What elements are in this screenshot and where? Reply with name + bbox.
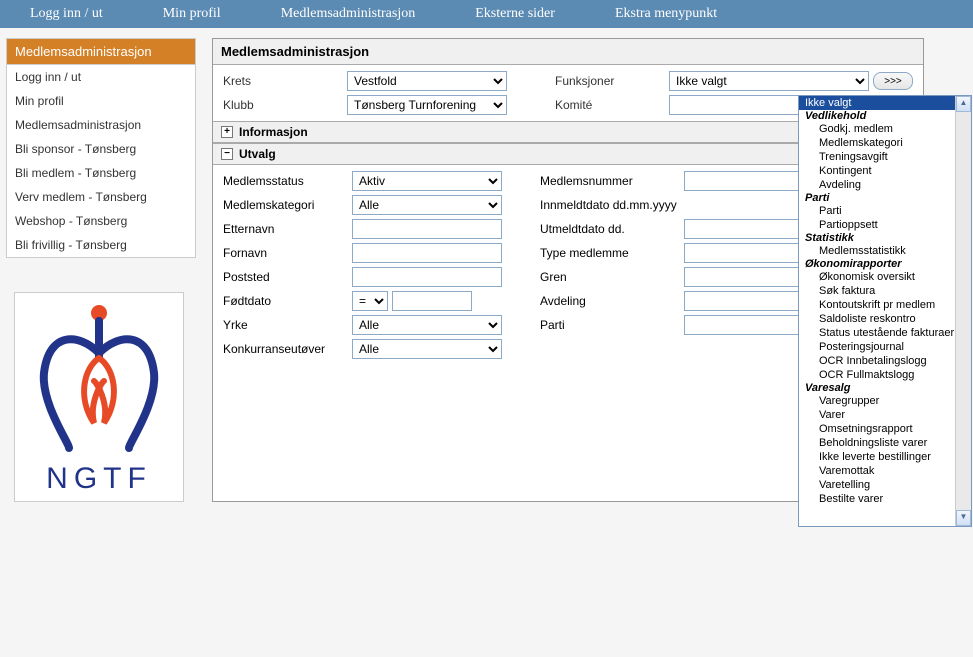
fornavn-input[interactable]: [352, 243, 502, 263]
dropdown-option[interactable]: Beholdningsliste varer: [799, 436, 971, 450]
logo: NGTF: [14, 292, 184, 502]
sidebar-item[interactable]: Logg inn / ut: [7, 65, 195, 89]
sidebar-item[interactable]: Bli sponsor - Tønsberg: [7, 137, 195, 161]
dropdown-option[interactable]: Varetelling: [799, 478, 971, 492]
parti-label: Parti: [540, 318, 680, 332]
sidebar-item[interactable]: Min profil: [7, 89, 195, 113]
top-nav: Logg inn / ut Min profil Medlemsadminist…: [0, 0, 973, 28]
dropdown-option[interactable]: Kontoutskrift pr medlem: [799, 298, 971, 312]
innmeldtdato-label: Innmeldtdato dd.mm.yyyy: [540, 198, 680, 212]
topnav-item[interactable]: Logg inn / ut: [30, 6, 103, 22]
dropdown-scrollbar[interactable]: ▲ ▼: [955, 96, 971, 526]
dropdown-option[interactable]: Parti: [799, 204, 971, 218]
go-button[interactable]: >>>: [873, 72, 913, 90]
sidebar-item[interactable]: Webshop - Tønsberg: [7, 209, 195, 233]
topnav-item[interactable]: Min profil: [163, 6, 221, 22]
dropdown-group: Varesalg: [799, 382, 971, 394]
dropdown-option[interactable]: Ikke leverte bestillinger: [799, 450, 971, 464]
typemedlem-label: Type medlemme: [540, 246, 680, 260]
dropdown-option[interactable]: Avdeling: [799, 178, 971, 192]
panel-title: Medlemsadministrasjon: [213, 39, 923, 65]
ngtf-logo-icon: [29, 303, 169, 453]
konkurranseutover-select[interactable]: Alle: [352, 339, 502, 359]
sidebar-item[interactable]: Bli medlem - Tønsberg: [7, 161, 195, 185]
medlemskategori-select[interactable]: Alle: [352, 195, 502, 215]
poststed-input[interactable]: [352, 267, 502, 287]
fodtdato-op-select[interactable]: =: [352, 291, 388, 311]
funksjoner-select[interactable]: Ikke valgt: [669, 71, 869, 91]
topnav-item[interactable]: Ekstra menypunkt: [615, 6, 717, 22]
dropdown-option[interactable]: Økonomisk oversikt: [799, 270, 971, 284]
komite-label: Komité: [555, 98, 665, 112]
medlemskategori-label: Medlemskategori: [223, 198, 348, 212]
dropdown-option[interactable]: Varemottak: [799, 464, 971, 478]
informasjon-label: Informasjon: [239, 125, 308, 139]
collapse-icon[interactable]: −: [221, 148, 233, 160]
fornavn-label: Fornavn: [223, 246, 348, 260]
dropdown-option[interactable]: Varer: [799, 408, 971, 422]
gren-label: Gren: [540, 270, 680, 284]
konkurranseutover-label: Konkurranseutøver: [223, 342, 348, 356]
sidebar: Medlemsadministrasjon Logg inn / ut Min …: [6, 38, 196, 502]
funksjoner-label: Funksjoner: [555, 74, 665, 88]
expand-icon[interactable]: +: [221, 126, 233, 138]
utvalg-label: Utvalg: [239, 147, 276, 161]
dropdown-option[interactable]: Treningsavgift: [799, 150, 971, 164]
yrke-select[interactable]: Alle: [352, 315, 502, 335]
yrke-label: Yrke: [223, 318, 348, 332]
fodtdato-input[interactable]: [392, 291, 472, 311]
dropdown-group: Parti: [799, 192, 971, 204]
dropdown-option[interactable]: Status utestående fakturaer: [799, 326, 971, 340]
topnav-item[interactable]: Eksterne sider: [475, 6, 555, 22]
topnav-item[interactable]: Medlemsadministrasjon: [281, 6, 416, 22]
dropdown-group: Økonomirapporter: [799, 258, 971, 270]
krets-select[interactable]: Vestfold: [347, 71, 507, 91]
utmeldtdato-label: Utmeldtdato dd.: [540, 222, 680, 236]
dropdown-option[interactable]: OCR Fullmaktslogg: [799, 368, 971, 382]
dropdown-option[interactable]: Medlemsstatistikk: [799, 244, 971, 258]
fodtdato-label: Fødtdato: [223, 294, 348, 308]
etternavn-label: Etternavn: [223, 222, 348, 236]
klubb-select[interactable]: Tønsberg Turnforening: [347, 95, 507, 115]
poststed-label: Poststed: [223, 270, 348, 284]
avdeling-label: Avdeling: [540, 294, 680, 308]
sidebar-item[interactable]: Bli frivillig - Tønsberg: [7, 233, 195, 257]
krets-label: Krets: [223, 74, 343, 88]
dropdown-selected[interactable]: Ikke valgt: [799, 96, 971, 110]
dropdown-option[interactable]: Partioppsett: [799, 218, 971, 232]
dropdown-option[interactable]: Varegrupper: [799, 394, 971, 408]
funksjoner-dropdown-popup[interactable]: Ikke valgt VedlikeholdGodkj. medlemMedle…: [798, 95, 972, 527]
dropdown-option[interactable]: Kontingent: [799, 164, 971, 178]
medlemsstatus-label: Medlemsstatus: [223, 174, 348, 188]
scroll-up-icon[interactable]: ▲: [956, 96, 971, 112]
dropdown-option[interactable]: Posteringsjournal: [799, 340, 971, 354]
dropdown-option[interactable]: Medlemskategori: [799, 136, 971, 150]
sidebar-item[interactable]: Verv medlem - Tønsberg: [7, 185, 195, 209]
dropdown-option[interactable]: Bestilte varer: [799, 492, 971, 506]
dropdown-group: Statistikk: [799, 232, 971, 244]
sidebar-item[interactable]: Medlemsadministrasjon: [7, 113, 195, 137]
etternavn-input[interactable]: [352, 219, 502, 239]
medlemsstatus-select[interactable]: Aktiv: [352, 171, 502, 191]
medlemsnummer-label: Medlemsnummer: [540, 174, 680, 188]
dropdown-group: Vedlikehold: [799, 110, 971, 122]
dropdown-option[interactable]: Søk faktura: [799, 284, 971, 298]
klubb-label: Klubb: [223, 98, 343, 112]
dropdown-option[interactable]: Omsetningsrapport: [799, 422, 971, 436]
sidebar-title: Medlemsadministrasjon: [7, 39, 195, 65]
scroll-down-icon[interactable]: ▼: [956, 510, 971, 526]
dropdown-option[interactable]: Saldoliste reskontro: [799, 312, 971, 326]
logo-text: NGTF: [20, 462, 178, 496]
dropdown-option[interactable]: OCR Innbetalingslogg: [799, 354, 971, 368]
dropdown-option[interactable]: Godkj. medlem: [799, 122, 971, 136]
